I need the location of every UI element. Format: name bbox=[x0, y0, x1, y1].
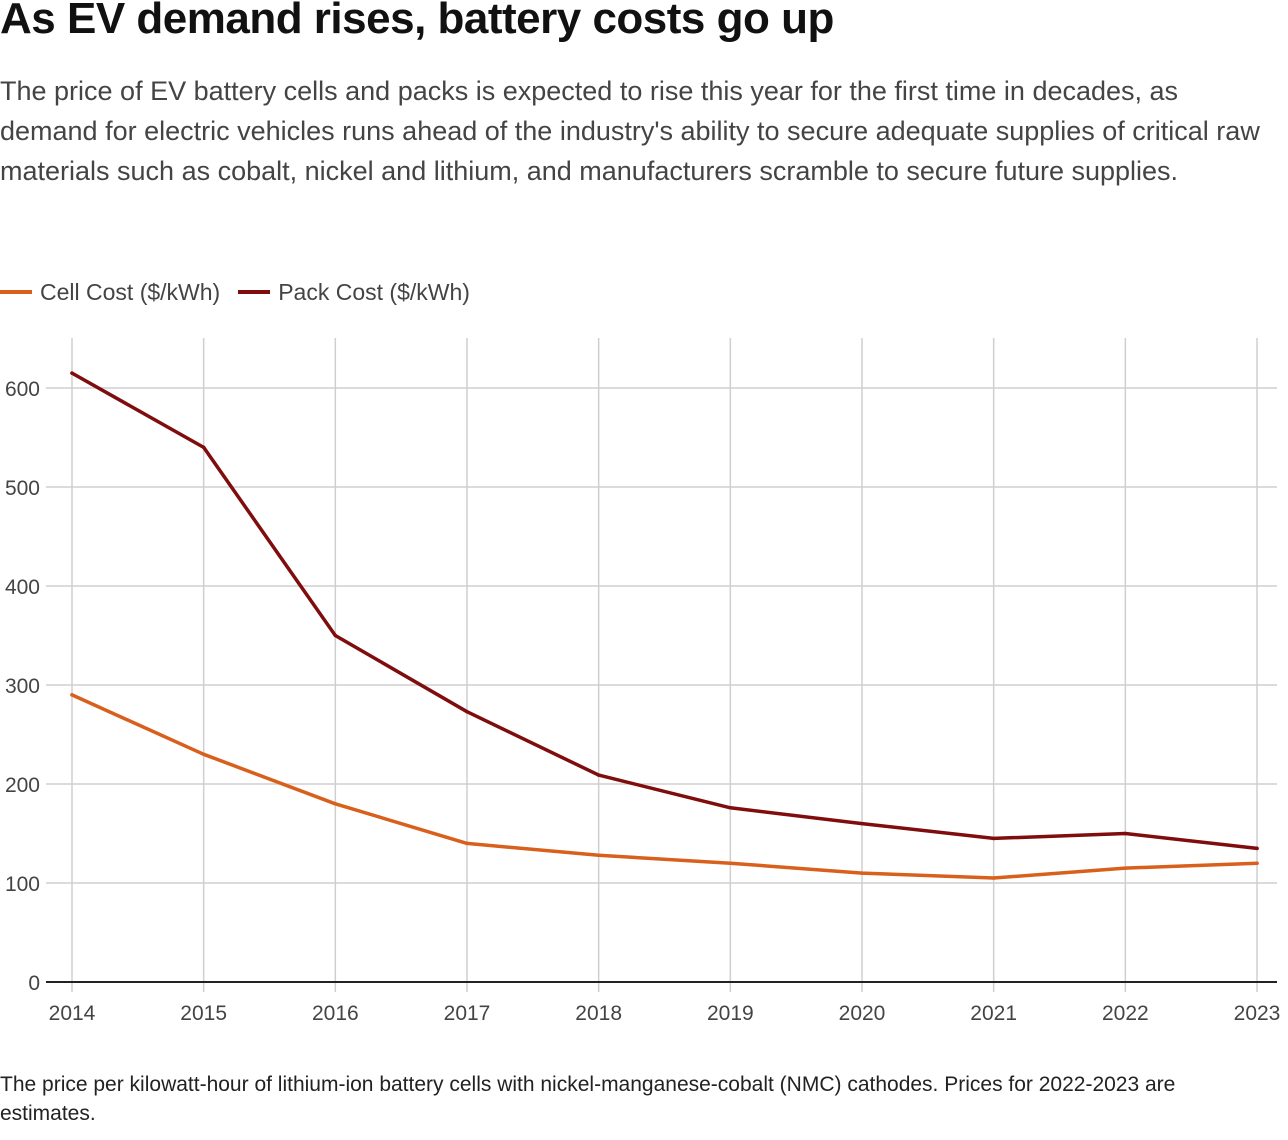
y-tick-label-200: 200 bbox=[5, 774, 40, 797]
y-tick-label-600: 600 bbox=[5, 378, 40, 401]
y-tick-label-300: 300 bbox=[5, 675, 40, 698]
data-point-pack-cost-kwh-2020 bbox=[860, 821, 864, 826]
y-tick-label-100: 100 bbox=[5, 873, 40, 896]
data-point-pack-cost-kwh-2016 bbox=[333, 633, 338, 638]
chart-title: As EV demand rises, battery costs go up bbox=[0, 0, 834, 43]
legend: Cell Cost ($/kWh) Pack Cost ($/kWh) bbox=[0, 276, 488, 308]
y-tick-label-500: 500 bbox=[5, 477, 40, 500]
legend-swatch-pack-cost bbox=[238, 290, 271, 294]
legend-item-pack-cost: Pack Cost ($/kWh) bbox=[238, 279, 470, 306]
series-line-cell-cost-kwh bbox=[70, 693, 1259, 880]
chart-subtitle: The price of EV battery cells and packs … bbox=[0, 76, 1260, 186]
legend-swatch-cell-cost bbox=[0, 290, 32, 294]
x-tick-label-2023: 2023 bbox=[1234, 1002, 1281, 1025]
x-tick-label-2015: 2015 bbox=[180, 1002, 227, 1025]
y-tick-label-400: 400 bbox=[5, 576, 40, 599]
line-chart: 0 100 200 300 400 500 600 2014 2015 2016 2017 2018 2… bbox=[5, 338, 1281, 1025]
data-point-pack-cost-kwh-2021 bbox=[991, 836, 996, 841]
data-point-pack-cost-kwh-2017 bbox=[465, 709, 469, 714]
x-tick-label-2014: 2014 bbox=[49, 1002, 96, 1025]
data-point-pack-cost-kwh-2022 bbox=[1123, 831, 1128, 836]
chart-footnote: The price per kilowatt-hour of lithium-i… bbox=[0, 1073, 1176, 1125]
data-point-cell-cost-kwh-2019 bbox=[728, 861, 733, 865]
x-tick-label-2022: 2022 bbox=[1102, 1002, 1149, 1025]
x-tick-label-2019: 2019 bbox=[707, 1002, 754, 1025]
data-point-pack-cost-kwh-2023 bbox=[1255, 846, 1259, 851]
data-point-cell-cost-kwh-2023 bbox=[1255, 861, 1259, 865]
series-line-pack-cost-kwh bbox=[70, 371, 1259, 851]
data-point-cell-cost-kwh-2014 bbox=[70, 693, 74, 697]
data-point-cell-cost-kwh-2015 bbox=[201, 752, 206, 757]
data-point-cell-cost-kwh-2016 bbox=[333, 802, 338, 806]
x-tick-label-2021: 2021 bbox=[970, 1002, 1017, 1025]
legend-item-cell-cost: Cell Cost ($/kWh) bbox=[0, 279, 220, 306]
y-tick-label-0: 0 bbox=[28, 972, 40, 995]
data-point-pack-cost-kwh-2014 bbox=[70, 371, 74, 375]
data-point-pack-cost-kwh-2018 bbox=[596, 773, 601, 777]
x-tick-label-2016: 2016 bbox=[312, 1002, 359, 1025]
x-tick-label-2017: 2017 bbox=[444, 1002, 491, 1025]
data-point-cell-cost-kwh-2021 bbox=[991, 876, 996, 880]
data-point-pack-cost-kwh-2015 bbox=[201, 445, 206, 450]
data-point-cell-cost-kwh-2020 bbox=[860, 871, 864, 875]
legend-label-cell-cost: Cell Cost ($/kWh) bbox=[40, 278, 221, 305]
x-tick-label-2018: 2018 bbox=[575, 1002, 622, 1025]
data-point-cell-cost-kwh-2018 bbox=[596, 853, 601, 858]
legend-label-pack-cost: Pack Cost ($/kWh) bbox=[278, 278, 470, 305]
data-point-cell-cost-kwh-2022 bbox=[1123, 866, 1128, 870]
x-tick-label-2020: 2020 bbox=[839, 1002, 886, 1025]
data-point-cell-cost-kwh-2017 bbox=[465, 841, 469, 846]
data-point-pack-cost-kwh-2019 bbox=[728, 806, 733, 810]
